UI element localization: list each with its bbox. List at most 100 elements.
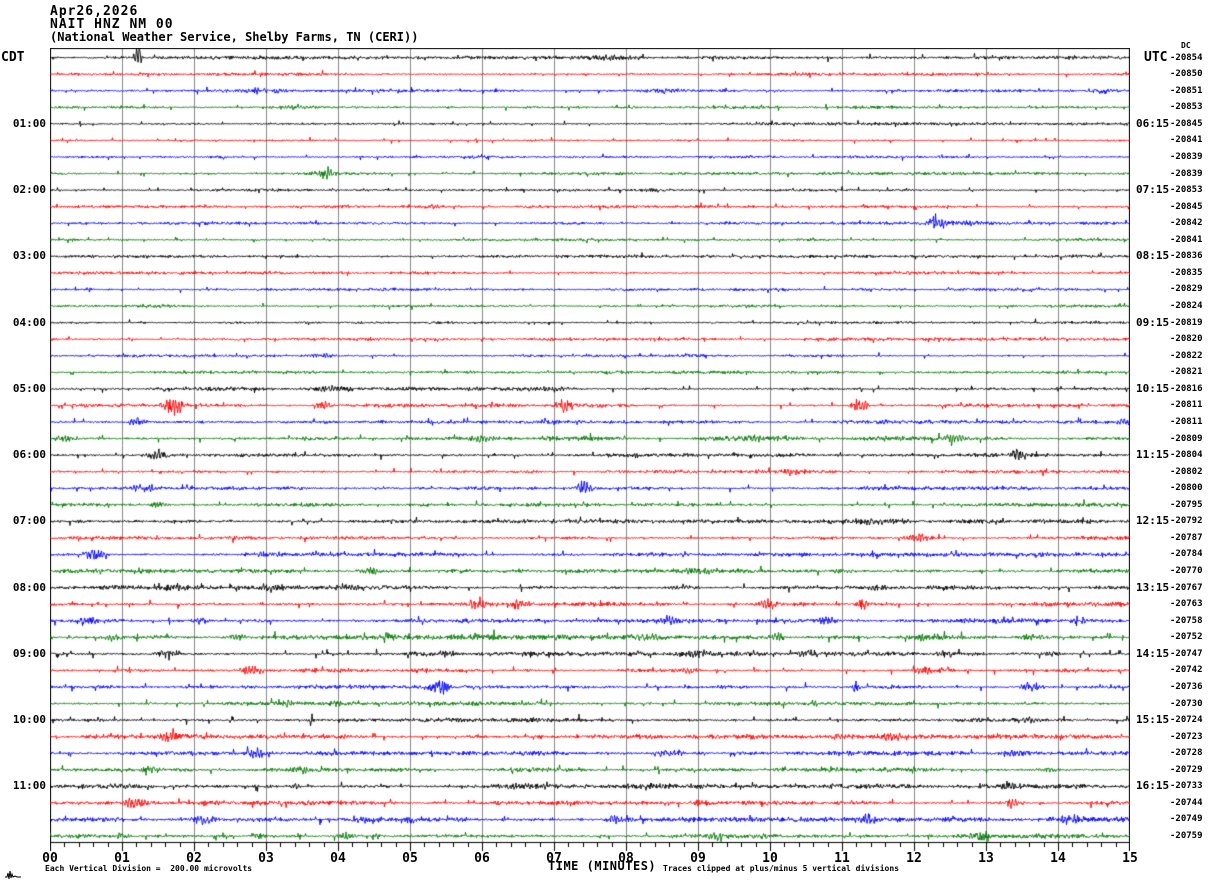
dc-value: -20839: [1170, 168, 1203, 179]
utc-hour-06-15: 06:15: [1136, 116, 1170, 130]
dc-value: -20736: [1170, 681, 1203, 692]
dc-value: -20759: [1170, 831, 1203, 842]
dc-value: -20819: [1170, 317, 1203, 328]
dc-value: -20841: [1170, 234, 1203, 245]
right-hour-labels: 06:15 07:15 08:15 09:15 10:15 11:15 12:15 13:15…: [1136, 48, 1182, 843]
x-tick-02: 02: [186, 851, 202, 866]
dc-value: -20811: [1170, 400, 1203, 411]
utc-hour-11-15: 11:15: [1136, 448, 1170, 462]
dc-value: -20728: [1170, 748, 1203, 759]
x-tick-09: 09: [690, 851, 706, 866]
dc-value: -20752: [1170, 632, 1203, 643]
mini-trace-icon: [5, 870, 21, 880]
dc-value: -20767: [1170, 582, 1203, 593]
dc-value: -20744: [1170, 797, 1203, 808]
dc-value: -20853: [1170, 185, 1203, 196]
utc-hour-07-15: 07:15: [1136, 183, 1170, 197]
dc-value: -20723: [1170, 731, 1203, 742]
x-tick-14: 14: [1050, 851, 1066, 866]
cdt-hour-04-00: 04:00: [12, 315, 46, 329]
dc-value: -20836: [1170, 251, 1203, 262]
x-axis-title: TIME (MINUTES): [548, 859, 657, 873]
x-tick-08: 08: [618, 851, 634, 866]
dc-value: -20792: [1170, 516, 1203, 527]
x-tick-11: 11: [834, 851, 850, 866]
x-tick-10: 10: [762, 851, 778, 866]
dc-value: -20804: [1170, 450, 1203, 461]
title-date: Apr26,2026: [50, 4, 139, 19]
dc-value: -20851: [1170, 85, 1203, 96]
x-tick-07: 07: [546, 851, 562, 866]
cdt-hour-03-00: 03:00: [12, 249, 46, 263]
cdt-hour-01-00: 01:00: [12, 116, 46, 130]
dc-value: -20749: [1170, 814, 1203, 825]
cdt-hour-08-00: 08:00: [12, 580, 46, 594]
x-tick-01: 01: [114, 851, 130, 866]
x-tick-05: 05: [402, 851, 418, 866]
cdt-hour-05-00: 05:00: [12, 381, 46, 395]
seismogram-plot: [50, 48, 1130, 860]
dc-value: -20824: [1170, 301, 1203, 312]
utc-hour-09-15: 09:15: [1136, 315, 1170, 329]
cdt-hour-10-00: 10:00: [12, 713, 46, 727]
utc-hour-10-15: 10:15: [1136, 381, 1170, 395]
dc-value-labels: -20854 -20850 -20851 -20853 -20845 -20841 -208…: [1170, 48, 1210, 843]
utc-hour-12-15: 12:15: [1136, 514, 1170, 528]
dc-column-header: DC: [1181, 41, 1191, 50]
left-hour-labels: 01:00 02:00 03:00 04:00 05:00 06:00 07:00 08:00…: [0, 48, 46, 843]
dc-value: -20809: [1170, 433, 1203, 444]
dc-value: -20747: [1170, 648, 1203, 659]
dc-value: -20850: [1170, 69, 1203, 80]
left-timezone-label: CDT: [1, 50, 25, 65]
x-tick-12: 12: [906, 851, 922, 866]
dc-value: -20822: [1170, 350, 1203, 361]
cdt-hour-02-00: 02:00: [12, 183, 46, 197]
dc-value: -20795: [1170, 499, 1203, 510]
clipping-note: Traces clipped at plus/minus 5 vertical …: [663, 864, 900, 873]
dc-value: -20729: [1170, 764, 1203, 775]
dc-value: -20839: [1170, 151, 1203, 162]
dc-value: -20842: [1170, 218, 1203, 229]
dc-value: -20835: [1170, 267, 1203, 278]
x-axis-tick-labels: 00 01 02 03 04 05 06 07 08 09 10 11 12 13 14 15: [42, 851, 1138, 866]
dc-value: -20724: [1170, 715, 1203, 726]
dc-value: -20784: [1170, 549, 1203, 560]
x-tick-15: 15: [1122, 851, 1138, 866]
dc-value: -20763: [1170, 599, 1203, 610]
dc-value: -20758: [1170, 615, 1203, 626]
dc-value: -20770: [1170, 566, 1203, 577]
dc-value: -20733: [1170, 781, 1203, 792]
dc-value: -20820: [1170, 334, 1203, 345]
dc-value: -20854: [1170, 52, 1203, 63]
right-timezone-label: UTC: [1144, 50, 1168, 65]
dc-value: -20829: [1170, 284, 1203, 295]
x-tick-06: 06: [474, 851, 490, 866]
dc-value: -20853: [1170, 102, 1203, 113]
title-description: (National Weather Service, Shelby Farms,…: [50, 30, 419, 44]
dc-value: -20816: [1170, 383, 1203, 394]
dc-value: -20845: [1170, 201, 1203, 212]
utc-hour-08-15: 08:15: [1136, 249, 1170, 263]
x-tick-03: 03: [258, 851, 274, 866]
utc-hour-16-15: 16:15: [1136, 779, 1170, 793]
dc-value: -20787: [1170, 532, 1203, 543]
utc-hour-15-15: 15:15: [1136, 713, 1170, 727]
dc-value: -20845: [1170, 118, 1203, 129]
vertical-scale-note: Each Vertical Division = 200.00 microvol…: [45, 864, 253, 873]
cdt-hour-06-00: 06:00: [12, 448, 46, 462]
utc-hour-13-15: 13:15: [1136, 580, 1170, 594]
x-tick-13: 13: [978, 851, 994, 866]
cdt-hour-07-00: 07:00: [12, 514, 46, 528]
cdt-hour-09-00: 09:00: [12, 646, 46, 660]
dc-value: -20800: [1170, 483, 1203, 494]
title-station: NAIT HNZ NM 00: [50, 17, 174, 32]
x-tick-04: 04: [330, 851, 346, 866]
x-tick-00: 00: [42, 851, 58, 866]
utc-hour-14-15: 14:15: [1136, 646, 1170, 660]
cdt-hour-11-00: 11:00: [12, 779, 46, 793]
dc-value: -20742: [1170, 665, 1203, 676]
dc-value: -20730: [1170, 698, 1203, 709]
dc-value: -20811: [1170, 416, 1203, 427]
dc-value: -20841: [1170, 135, 1203, 146]
